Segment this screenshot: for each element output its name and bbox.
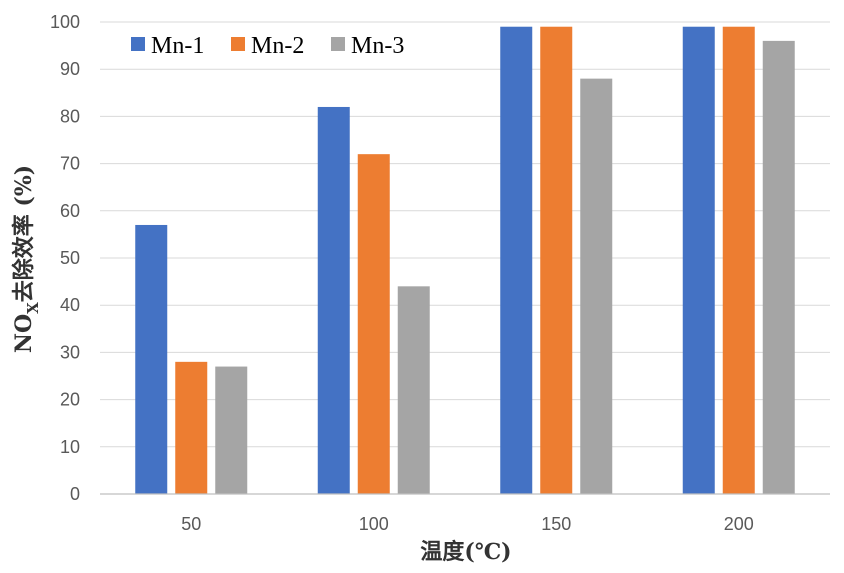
legend-swatch-mn-2 [231,37,245,51]
bar-mn-3-50 [215,366,248,494]
bar-mn-3-200 [762,40,795,494]
y-axis-title-subscript: X [24,302,42,314]
y-tick-label: 10 [60,437,80,457]
bar-mn-2-200 [722,26,755,494]
bar-mn-3-150 [580,78,613,494]
y-axis-title-main: NO [11,314,37,353]
y-tick-label: 0 [70,484,80,504]
y-tick-label: 70 [60,154,80,174]
x-tick-label: 150 [541,514,571,534]
bar-mn-3-100 [397,286,430,494]
bar-mn-1-100 [317,106,350,495]
y-axis-title: NOX去除效率 (%) [11,165,42,353]
svg-text:NOX去除效率 (%): NOX去除效率 (%) [11,165,42,353]
bar-mn-1-150 [500,26,533,494]
y-axis-ticks: 0 10 20 30 40 50 60 70 80 90 100 [50,12,80,504]
bar-mn-1-200 [682,26,715,494]
bar-mn-1-50 [135,224,168,494]
y-tick-label: 20 [60,390,80,410]
legend-label-mn-3: Mn-3 [351,33,404,59]
x-axis-title: 温度(℃) [420,539,511,565]
bar-mn-2-100 [357,154,390,494]
x-tick-label: 200 [724,514,754,534]
y-tick-label: 60 [60,201,80,221]
bars [135,26,795,495]
legend-swatch-mn-3 [331,37,345,51]
y-axis-title-rest: 去除效率 (%) [11,165,37,302]
y-tick-label: 40 [60,295,80,315]
legend-label-mn-2: Mn-2 [251,33,304,59]
bar-mn-2-50 [175,361,208,494]
bar-mn-2-150 [540,26,573,494]
x-axis-ticks: 50 100 150 200 [181,514,754,534]
x-tick-label: 100 [359,514,389,534]
y-tick-label: 80 [60,106,80,126]
x-tick-label: 50 [181,514,201,534]
y-tick-label: 30 [60,342,80,362]
y-tick-label: 50 [60,248,80,268]
legend-swatch-mn-1 [131,37,145,51]
y-tick-label: 100 [50,12,80,32]
gridlines [100,21,830,448]
legend-label-mn-1: Mn-1 [151,33,204,59]
y-tick-label: 90 [60,59,80,79]
legend: Mn-1 Mn-2 Mn-3 [131,33,404,59]
